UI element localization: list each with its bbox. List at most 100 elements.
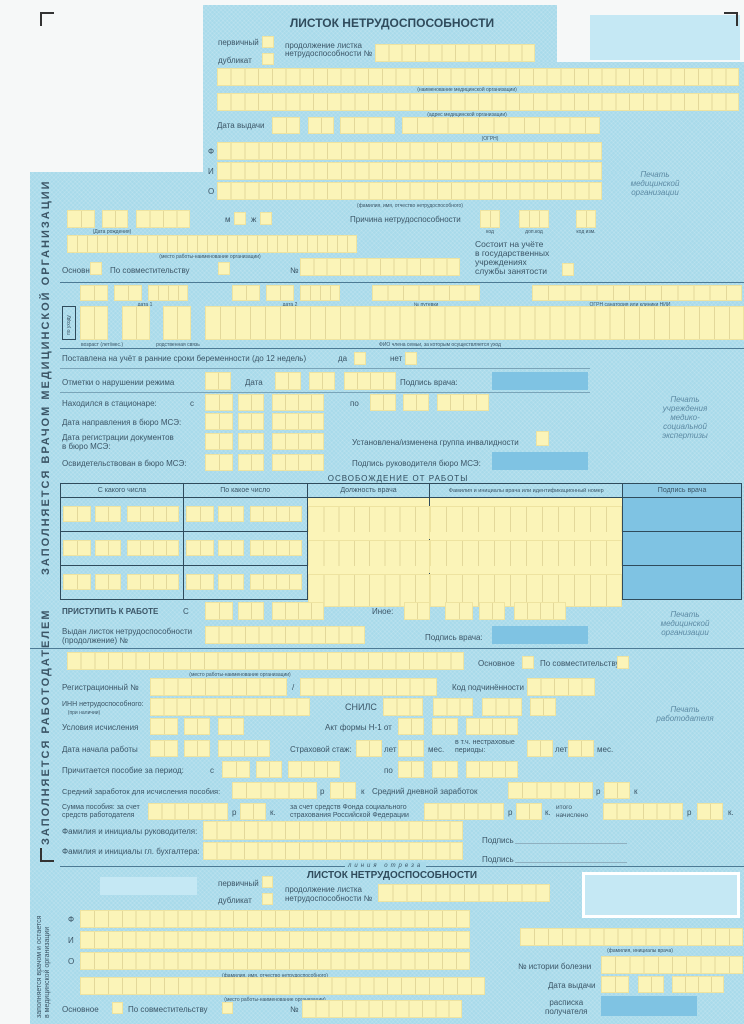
hospital-to-year-field[interactable] (437, 394, 489, 411)
mse-registration-day-field[interactable] (205, 433, 233, 450)
total-kop-field[interactable] (697, 803, 723, 820)
avg-earnings-kop-field[interactable] (330, 782, 356, 799)
regime-year-field[interactable] (344, 372, 396, 390)
pregnancy-no-checkbox[interactable] (405, 352, 417, 365)
employer-part-time-checkbox[interactable] (617, 656, 629, 669)
start-day-field[interactable] (150, 740, 178, 757)
avg-daily-rub-field[interactable] (508, 782, 593, 799)
release-to-date-field[interactable] (249, 540, 302, 556)
male-checkbox[interactable] (234, 212, 246, 225)
stub-name-field[interactable] (80, 931, 470, 949)
stub-receipt-signature-field[interactable] (601, 996, 697, 1016)
care-age-field-2[interactable] (122, 306, 150, 340)
care-age-field[interactable] (80, 306, 108, 340)
primary-checkbox[interactable] (262, 36, 274, 48)
release-from-date-field[interactable] (127, 540, 179, 556)
release-doctor-position[interactable] (306, 497, 431, 539)
release-from-date-field[interactable] (95, 506, 121, 522)
head-signature-line[interactable] (515, 843, 627, 844)
issue-year-field[interactable] (340, 117, 395, 134)
amount-fss-rub-field[interactable] (424, 803, 504, 820)
snils-field-2[interactable] (433, 698, 473, 716)
return-day-field[interactable] (205, 602, 233, 620)
stub-history-field[interactable] (601, 956, 743, 974)
mse-registration-month-field[interactable] (238, 433, 264, 450)
return-month-field[interactable] (238, 602, 264, 620)
mse-head-signature-field[interactable] (492, 452, 588, 470)
release-doctor-name-field[interactable] (430, 574, 623, 607)
date1-year-field[interactable] (148, 285, 188, 301)
other-code-field[interactable] (404, 602, 430, 620)
release-from-date-field[interactable] (95, 540, 121, 556)
hospital-to-day-field[interactable] (370, 394, 396, 411)
release-from-date-field[interactable] (95, 574, 121, 590)
head-name-field[interactable] (203, 821, 463, 840)
regime-code-field[interactable] (205, 372, 231, 390)
hospital-from-day-field[interactable] (205, 394, 233, 411)
snils-field-4[interactable] (530, 698, 556, 716)
release-doctor-signature[interactable] (622, 531, 742, 566)
workplace-field[interactable] (67, 235, 357, 253)
mse-examined-year-field[interactable] (272, 454, 324, 471)
snils-field-3[interactable] (482, 698, 522, 716)
period-to-day-field[interactable] (398, 761, 424, 778)
other-year-field[interactable] (514, 602, 566, 620)
release-to-date[interactable] (182, 497, 308, 532)
period-from-day-field[interactable] (222, 761, 250, 778)
insurance-years-field[interactable] (356, 740, 382, 757)
release-doctor-position[interactable] (306, 531, 431, 573)
continuation-number-field[interactable] (375, 44, 535, 62)
conditions-field-3[interactable] (218, 718, 244, 735)
stub-number-field[interactable] (302, 1000, 462, 1018)
release-to-date-field[interactable] (217, 540, 244, 556)
issue-day-field[interactable] (272, 117, 300, 134)
disability-group-field[interactable] (536, 431, 549, 446)
birth-year-field[interactable] (136, 210, 190, 228)
period-from-month-field[interactable] (256, 761, 282, 778)
stub-doctor-name-field[interactable] (520, 928, 743, 946)
mse-registration-year-field[interactable] (272, 433, 324, 450)
release-to-date-field[interactable] (249, 574, 302, 590)
snils-field-1[interactable] (383, 698, 423, 716)
reason-change-code-field[interactable] (576, 210, 596, 228)
release-to-date-field[interactable] (185, 574, 214, 590)
regime-day-field[interactable] (275, 372, 301, 390)
release-doctor-position-field[interactable] (307, 574, 430, 607)
release-to-date[interactable] (182, 531, 308, 566)
main-sheet-number-field[interactable] (300, 258, 460, 276)
employer-workplace-field[interactable] (67, 652, 464, 670)
release-to-date[interactable] (182, 565, 308, 600)
mse-examined-month-field[interactable] (238, 454, 264, 471)
non-insurance-years-field[interactable] (527, 740, 553, 757)
release-doctor-name[interactable] (429, 565, 624, 607)
date2-month-field[interactable] (266, 285, 294, 301)
birth-month-field[interactable] (102, 210, 128, 228)
sanatorium-ogrn-field[interactable] (532, 285, 742, 301)
release-from-date-field[interactable] (127, 574, 179, 590)
release-from-date[interactable] (60, 497, 184, 532)
stub-workplace-field[interactable] (80, 977, 485, 995)
release-from-date[interactable] (60, 531, 184, 566)
care-family-member-field[interactable] (205, 306, 744, 340)
release-from-date-field[interactable] (63, 540, 91, 556)
non-insurance-months-field[interactable] (568, 740, 594, 757)
stub-surname-field[interactable] (80, 910, 470, 928)
release-to-date-field[interactable] (217, 506, 244, 522)
employer-main-checkbox[interactable] (522, 656, 534, 669)
date2-year-field[interactable] (300, 285, 340, 301)
mse-referral-year-field[interactable] (272, 413, 324, 430)
regime-month-field[interactable] (309, 372, 335, 390)
release-from-date[interactable] (60, 565, 184, 600)
patronymic-field[interactable] (217, 182, 602, 200)
accountant-signature-line[interactable] (515, 862, 627, 863)
female-checkbox[interactable] (260, 212, 272, 225)
release-to-date-field[interactable] (249, 506, 302, 522)
part-time-checkbox[interactable] (218, 262, 230, 275)
hospital-from-year-field[interactable] (272, 394, 324, 411)
inn-field[interactable] (150, 698, 310, 716)
mse-referral-day-field[interactable] (205, 413, 233, 430)
start-year-field[interactable] (218, 740, 270, 757)
stub-issue-month-field[interactable] (638, 976, 664, 993)
release-doctor-name[interactable] (429, 531, 624, 573)
period-from-year-field[interactable] (288, 761, 340, 778)
